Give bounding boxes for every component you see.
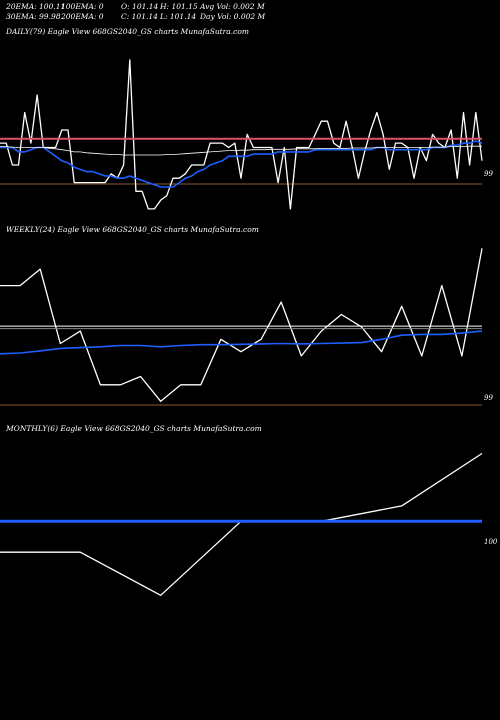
weekly-y-tick-label: 99 <box>484 394 493 402</box>
daily-ema_long-series <box>0 145 482 156</box>
close-stat: C: 101.14 <box>121 12 158 21</box>
daily-chart-title: DAILY(79) Eagle View 668GS2040_GS charts… <box>6 27 249 36</box>
daily-ema_short-series <box>0 140 483 188</box>
low-stat: L: 101.14 <box>160 12 197 21</box>
open-stat: O: 101.14 <box>121 2 159 11</box>
day-vol-stat: Day Vol: 0.002 M <box>200 12 266 21</box>
ema100-stat: 100EMA: 0 <box>61 2 104 11</box>
ema30-stat: 30EMA: 99.98 <box>6 12 61 21</box>
monthly-chart-title: MONTHLY(6) Eagle View 668GS2040_GS chart… <box>6 424 262 433</box>
daily-y-tick-label: 99 <box>484 170 493 178</box>
avg-vol-stat: Avg Vol: 0.002 M <box>200 2 265 11</box>
monthly-price-series <box>0 452 483 596</box>
monthly-y-tick-label: 100 <box>484 538 498 546</box>
weekly-chart-title: WEEKLY(24) Eagle View 668GS2040_GS chart… <box>6 225 259 234</box>
ema20-stat: 20EMA: 100.11 <box>6 2 66 11</box>
weekly-price-series <box>0 248 483 402</box>
weekly-ema_short-series <box>0 330 483 355</box>
daily-price-series <box>0 59 483 210</box>
ema200-stat: 200EMA: 0 <box>61 12 104 21</box>
high-stat: H: 101.15 <box>160 2 198 11</box>
